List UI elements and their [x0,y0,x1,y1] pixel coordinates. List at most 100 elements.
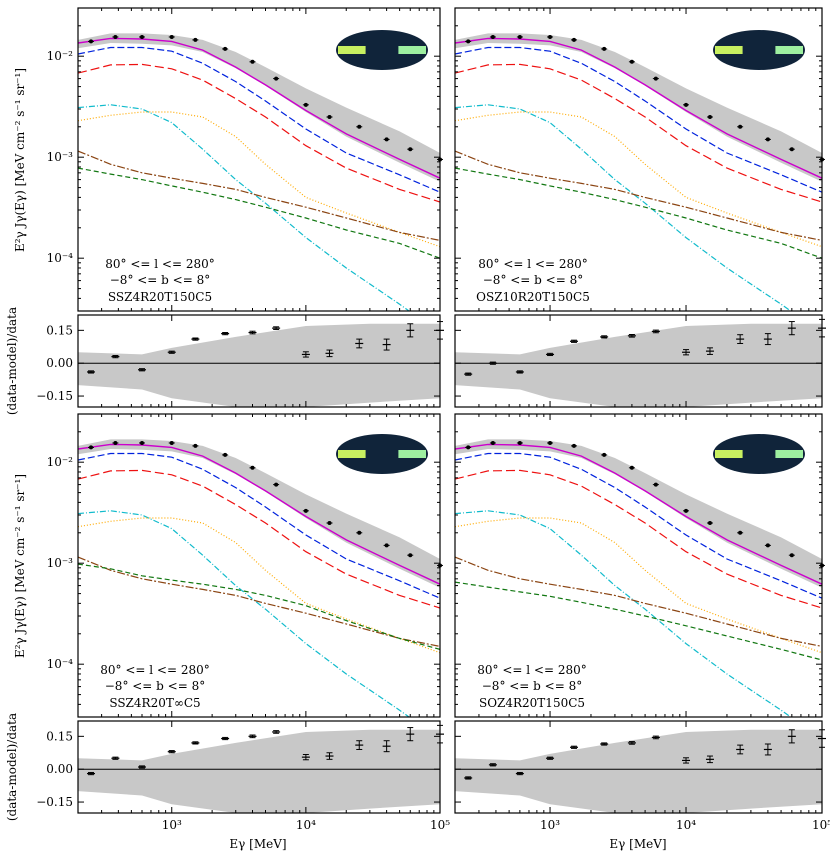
ylabel-residual-bottom: (data-model)/data [5,713,19,821]
data-point [789,147,794,152]
data-point [571,37,576,42]
data-point [789,553,794,558]
data-point [250,59,255,64]
data-point [408,147,413,152]
data-point [327,520,332,525]
data-point [684,508,689,513]
plot-frame [454,413,823,718]
data-point [303,508,308,513]
ylabel-spectrum-bottom: E²γ Jγ(Eγ) [MeV cm⁻² s⁻¹ sr⁻¹] [13,474,27,658]
spectrum-panel-top-left: 10⁻⁴ 10⁻³ 10⁻² −0.15 0.00 0.15 [36,7,444,408]
x-tick-label: 10⁴ [296,818,316,832]
series-line-0 [78,443,440,585]
series-line-6 [455,167,822,259]
residual-y-tick-label: 0.00 [46,356,73,370]
series-line-3 [455,104,792,311]
series-line-1 [78,452,440,599]
data-point [548,440,553,445]
series-line-6 [455,581,822,661]
data-point [466,39,471,44]
sky-map-inset [336,434,428,474]
region-l-label-br: 80° <= l <= 280° [477,663,587,677]
data-point [517,440,522,445]
y-tick-label: 10⁻⁴ [47,251,74,265]
data-point [548,34,553,39]
data-point [602,46,607,51]
series-line-0 [455,37,822,179]
data-point [303,102,308,107]
x-tick-label: 10⁵ [430,818,450,832]
ylabel-residual-top: (data-model)/data [5,307,19,415]
data-point [466,445,471,450]
data-point [88,445,93,450]
series-line-5 [455,150,822,241]
data-point [193,443,198,448]
series-line-2 [455,63,822,203]
data-point [139,440,144,445]
series-line-0 [455,443,822,585]
data-point [765,137,770,142]
data-point [684,102,689,107]
data-point [602,452,607,457]
region-b-label-bl: −8° <= b <= 8° [105,679,205,693]
plot-frame [454,7,823,312]
data-point [274,76,279,81]
data-point [113,34,118,39]
x-tick-label: 10⁵ [812,818,830,832]
region-b-label-tl: −8° <= b <= 8° [110,273,210,287]
sky-map-inset [713,30,805,70]
data-point [490,440,495,445]
data-point [517,34,522,39]
data-point [490,34,495,39]
residual-y-tick-label: −0.15 [36,795,73,809]
plot-frame [77,7,441,312]
residual-band [78,729,440,813]
data-point [274,482,279,487]
sky-map-band-right [775,450,803,458]
residual-frame [454,720,823,814]
series-line-6 [78,167,440,259]
residual-y-tick-label: 0.15 [46,323,73,337]
data-point [250,465,255,470]
ylabel-spectrum-top: E²γ Jγ(Eγ) [MeV cm⁻² s⁻¹ sr⁻¹] [13,68,27,252]
data-point [384,543,389,548]
sky-map-band-right [398,46,426,54]
model-label-tl: SSZ4R20T150C5 [108,290,212,304]
region-l-label-bl: 80° <= l <= 280° [100,663,210,677]
x-tick-label: 10³ [162,818,182,832]
sky-map-band-left [715,46,743,54]
data-point [707,520,712,525]
data-point [629,465,634,470]
data-point [357,530,362,535]
data-point [357,124,362,129]
x-tick-label: 10³ [540,818,560,832]
data-point [738,530,743,535]
residual-band [78,323,440,407]
data-point [88,39,93,44]
y-tick-label: 10⁻³ [47,150,74,164]
series-line-6 [78,563,440,650]
residual-y-tick-label: 0.15 [46,729,73,743]
x-tick-label: 10⁴ [676,818,696,832]
sky-map-band-left [715,450,743,458]
sky-map-inset [713,434,805,474]
series-line-3 [78,510,411,717]
spectrum-panel-bottom-right: 10³ 10⁴ 10⁵ [454,413,830,832]
data-point [193,37,198,42]
data-point [139,34,144,39]
plot-frame [77,413,441,718]
series-line-5 [78,150,440,241]
y-tick-label: 10⁻² [47,49,74,63]
region-l-label-tl: 80° <= l <= 280° [105,257,215,271]
y-tick-label: 10⁻⁴ [47,657,74,671]
xlabel-right: Eγ [MeV] [609,837,666,851]
residual-frame [77,720,441,814]
data-point [327,114,332,119]
data-point [707,114,712,119]
series-line-0 [78,37,440,179]
data-point [765,543,770,548]
region-b-label-br: −8° <= b <= 8° [482,679,582,693]
data-point [629,59,634,64]
data-point [223,46,228,51]
